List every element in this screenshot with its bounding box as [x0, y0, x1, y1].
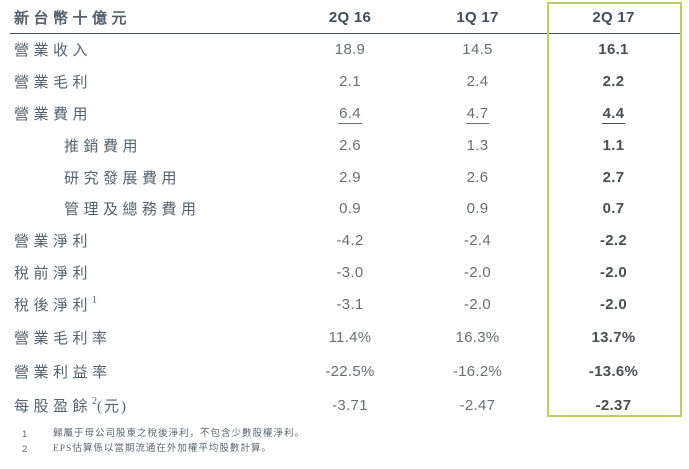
value-cell: 4.7 [465, 104, 490, 124]
table-row: 每股盈餘2(元) -3.71 -2.47 -2.37 [10, 388, 682, 422]
value-cell: -2.0 [463, 263, 492, 281]
value-cell: 11.4% [328, 328, 372, 346]
value-cell: 18.9 [334, 41, 366, 59]
value-cell: 16.1 [598, 41, 629, 59]
column-header-1q17: 1Q 17 [456, 9, 499, 26]
value-cell: 13.7% [591, 328, 636, 346]
column-header-2q16: 2Q 16 [328, 9, 372, 26]
value-cell: -3.71 [332, 396, 368, 414]
row-label: 營業利益率 [14, 364, 112, 381]
value-cell: 2.9 [339, 168, 361, 186]
table-row: 營業費用 6.4 4.7 4.4 [10, 98, 682, 130]
value-cell: 1.3 [466, 136, 489, 154]
value-cell: -16.2% [452, 362, 503, 380]
footnote-text: 歸屬于母公司股東之稅後淨利，不包含少數股權淨利。 [53, 429, 306, 439]
footnote: 1 歸屬于母公司股東之稅後淨利，不包含少數股權淨利。 [22, 428, 662, 441]
value-cell: 6.4 [338, 104, 362, 124]
table-row: 營業淨利 -4.2 -2.4 -2.2 [10, 225, 682, 257]
footnote-text: EPS估算係以當期流通在外加權平均股數計算。 [53, 444, 272, 454]
footnote: 2 EPS估算係以當期流通在外加權平均股數計算。 [22, 443, 662, 456]
value-cell: -22.5% [325, 362, 375, 380]
value-cell: -2.0 [599, 263, 628, 281]
table-row: 稅後淨利1 -3.1 -2.0 -2.0 [10, 288, 682, 320]
value-cell: 2.6 [466, 168, 489, 186]
value-cell: 14.5 [462, 41, 493, 59]
table-body: 營業收入 18.9 14.5 16.1 營業毛利 2.1 2.4 2.2 營業費用 6.4 4.7 4… [10, 34, 682, 422]
footnote-reference: 1 [92, 294, 98, 306]
row-label: 營業費用 [14, 106, 93, 123]
value-cell: -2.2 [599, 232, 628, 250]
table-row: 營業利益率 -22.5% -16.2% -13.6% [10, 354, 682, 388]
row-label: 研究發展費用 [64, 170, 182, 187]
table-row: 管理及總務費用 0.9 0.9 0.7 [10, 193, 682, 225]
table-row: 推銷費用 2.6 1.3 1.1 [10, 129, 682, 161]
row-label: 營業毛利率 [14, 330, 112, 347]
value-cell: 2.6 [339, 136, 361, 154]
value-cell: -2.47 [459, 396, 496, 414]
footnotes: 1 歸屬于母公司股東之稅後淨利，不包含少數股權淨利。 2 EPS估算係以當期流通在外加… [22, 428, 662, 458]
value-cell: 2.7 [602, 168, 625, 186]
row-label: 推銷費用 [64, 138, 143, 155]
value-cell: 4.4 [601, 104, 626, 124]
row-label: 營業毛利 [14, 75, 93, 92]
footnote-marker: 2 [22, 444, 28, 455]
value-cell: -3.1 [336, 295, 364, 313]
table-row: 稅前淨利 -3.0 -2.0 -2.0 [10, 257, 682, 289]
row-label: 營業淨利 [14, 234, 93, 251]
value-cell: -2.0 [463, 295, 492, 313]
row-label: 稅後淨利1 [14, 294, 98, 314]
table-row: 營業收入 18.9 14.5 16.1 [10, 34, 682, 66]
table-row: 營業毛利率 11.4% 16.3% 13.7% [10, 320, 682, 354]
value-cell: 1.1 [602, 136, 625, 154]
value-cell: -13.6% [588, 362, 639, 380]
value-cell: -3.0 [336, 263, 364, 281]
value-cell: 2.2 [602, 73, 625, 91]
value-cell: 2.4 [466, 73, 489, 91]
value-cell: -2.37 [595, 396, 632, 414]
row-label: 管理及總務費用 [64, 202, 201, 219]
value-cell: -4.2 [336, 232, 364, 250]
table-row: 研究發展費用 2.9 2.6 2.7 [10, 161, 682, 193]
table-header-row: 新台幣十億元 2Q 16 1Q 17 2Q 17 [10, 2, 682, 34]
footnote-marker: 1 [22, 429, 28, 440]
value-cell: 0.9 [466, 200, 489, 218]
table-row: 營業毛利 2.1 2.4 2.2 [10, 66, 682, 98]
row-label: 稅前淨利 [14, 265, 93, 282]
column-header-2q17: 2Q 17 [592, 9, 635, 26]
financial-table: 新台幣十億元 2Q 16 1Q 17 2Q 17 營業收入 18.9 14.5 16.… [10, 2, 682, 422]
value-cell: 16.3% [455, 328, 500, 346]
unit-label: 新台幣十億元 [14, 11, 132, 27]
value-cell: -2.4 [463, 232, 492, 250]
value-cell: 2.1 [339, 73, 361, 91]
value-cell: 0.7 [602, 200, 625, 218]
footnote-reference: 2 [92, 395, 98, 407]
value-cell: -2.0 [599, 295, 628, 313]
value-cell: 0.9 [339, 200, 361, 218]
row-label: 每股盈餘2(元) [14, 395, 129, 415]
row-label: 營業收入 [14, 43, 93, 60]
